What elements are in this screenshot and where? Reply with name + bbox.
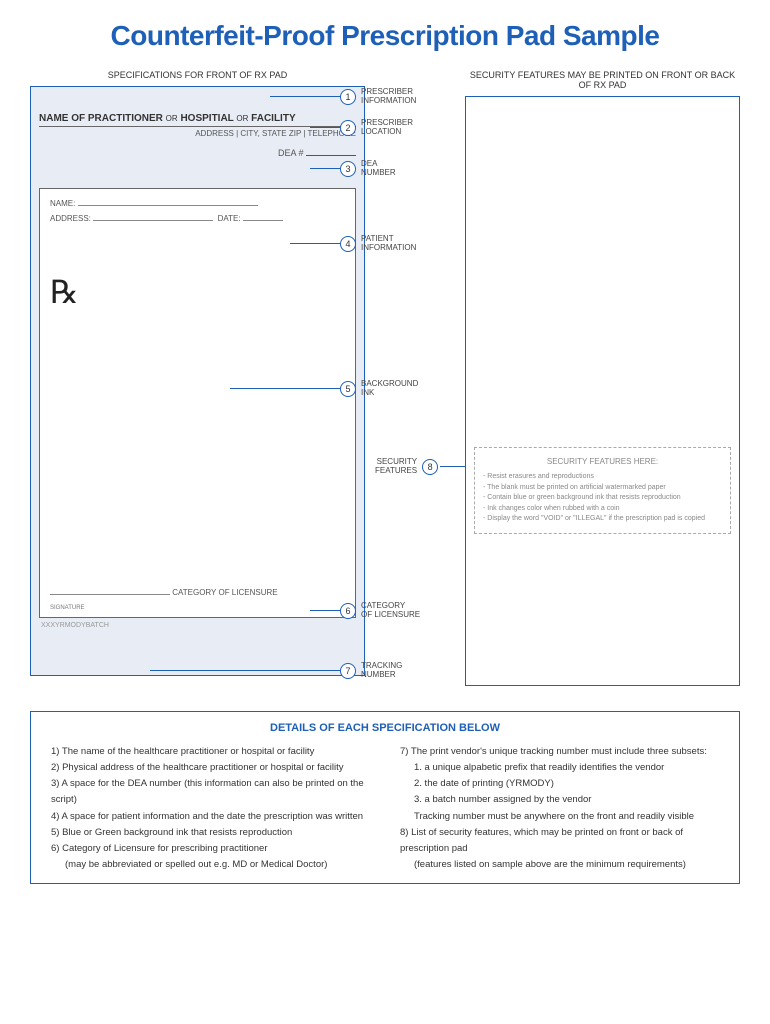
details-columns: 1) The name of the healthcare practition… <box>51 744 719 873</box>
name-field: NAME: <box>50 199 345 208</box>
connector-5 <box>230 388 340 389</box>
security-box: SECURITY FEATURES HERE: - Resist erasure… <box>474 447 731 534</box>
practitioner-line: NAME OF PRACTITIONER OR HOSPITIAL OR FAC… <box>39 113 356 127</box>
connector-8 <box>440 466 465 467</box>
rx-symbol: ℞ <box>50 273 345 311</box>
connector-4 <box>290 243 340 244</box>
left-header: SPECIFICATIONS FOR FRONT OF RX PAD <box>30 70 365 80</box>
connector-6 <box>310 610 340 611</box>
connector-1 <box>270 96 340 97</box>
address-line: ADDRESS | CITY, STATE ZIP | TELEPHONE <box>39 129 356 138</box>
address-date-field: ADDRESS: DATE: <box>50 214 345 223</box>
details-right: 7) The print vendor's unique tracking nu… <box>400 744 719 873</box>
left-column: SPECIFICATIONS FOR FRONT OF RX PAD NAME … <box>30 70 365 686</box>
page-title: Counterfeit-Proof Prescription Pad Sampl… <box>30 20 740 52</box>
details-box: DETAILS OF EACH SPECIFICATION BELOW 1) T… <box>30 711 740 884</box>
right-header: SECURITY FEATURES MAY BE PRINTED ON FRON… <box>465 70 740 90</box>
pad-front: NAME OF PRACTITIONER OR HOSPITIAL OR FAC… <box>30 86 365 676</box>
inner-box: NAME: ADDRESS: DATE: ℞ CATEGORY OF LICEN… <box>39 188 356 618</box>
signature-label: SIGNATURE <box>50 605 85 611</box>
middle-gap: SECURITY FEATURES 8 <box>375 70 455 686</box>
tracking-label: XXXYRMODYBATCH <box>41 622 356 629</box>
connector-2 <box>310 127 340 128</box>
connector-3 <box>310 168 340 169</box>
right-column: SECURITY FEATURES MAY BE PRINTED ON FRON… <box>465 70 740 686</box>
callout-8: SECURITY FEATURES 8 <box>375 458 438 476</box>
dea-line: DEA # <box>39 148 356 158</box>
details-title: DETAILS OF EACH SPECIFICATION BELOW <box>51 722 719 734</box>
connector-7 <box>150 670 340 671</box>
details-left: 1) The name of the healthcare practition… <box>51 744 370 873</box>
category-line: CATEGORY OF LICENSURE <box>50 588 345 597</box>
pad-back: SECURITY FEATURES HERE: - Resist erasure… <box>465 96 740 686</box>
diagram-row: SPECIFICATIONS FOR FRONT OF RX PAD NAME … <box>30 70 740 686</box>
